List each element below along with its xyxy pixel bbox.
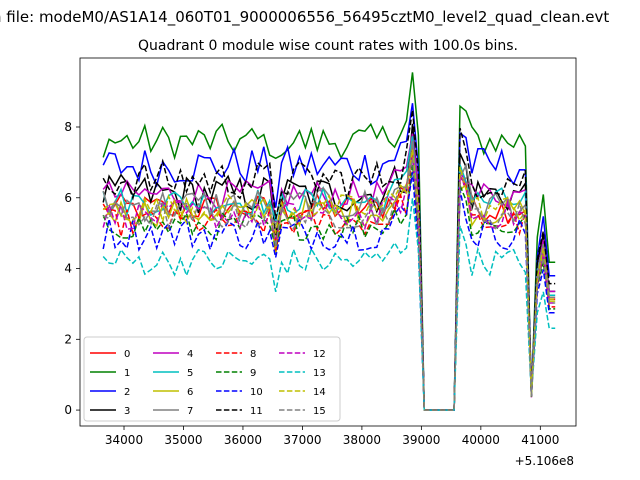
y-tick-label: 4	[64, 262, 72, 276]
x-tick-label: 35000	[164, 433, 202, 447]
series-line-10	[102, 171, 556, 411]
chart-suptitle: n file: modeM0/AS1A14_060T01_9000006556_…	[0, 8, 609, 27]
legend-label-13: 13	[313, 368, 326, 379]
y-tick-label: 0	[64, 403, 72, 417]
legend-label-8: 8	[250, 349, 256, 360]
x-tick-label: 34000	[105, 433, 143, 447]
legend-label-10: 10	[250, 387, 263, 398]
series-line-9	[102, 164, 556, 411]
series-line-6	[102, 155, 556, 411]
legend-label-2: 2	[124, 387, 130, 398]
legend-label-14: 14	[313, 387, 326, 398]
series-line-14	[102, 149, 556, 411]
series-line-5	[102, 136, 556, 411]
x-tick-label: 41000	[521, 433, 559, 447]
series-line-13	[102, 198, 556, 411]
legend-label-9: 9	[250, 368, 256, 379]
legend-label-3: 3	[124, 406, 130, 417]
y-tick-label: 6	[64, 191, 72, 205]
legend-label-7: 7	[187, 406, 193, 417]
y-tick-label: 8	[64, 120, 72, 134]
series-line-12	[102, 156, 556, 411]
x-offset-label: +5.106e8	[515, 454, 574, 468]
series-line-8	[103, 150, 556, 411]
legend-label-6: 6	[187, 387, 193, 398]
x-tick-label: 37000	[283, 433, 321, 447]
x-tick-label: 38000	[343, 433, 381, 447]
plot-frame	[79, 57, 577, 427]
chart-title: Quadrant 0 module wise count rates with …	[138, 38, 518, 54]
x-axis: 34000 35000 36000 37000 38000 39000 40000 41000	[105, 426, 559, 447]
legend-label-1: 1	[124, 368, 130, 379]
x-tick-label: 36000	[224, 433, 262, 447]
x-tick-label: 40000	[462, 433, 500, 447]
series-line-3	[102, 123, 556, 411]
y-axis: 0 2 4 6 8	[64, 120, 80, 417]
legend-box	[83, 336, 341, 422]
legend-label-15: 15	[313, 406, 326, 417]
plot-area	[102, 72, 556, 411]
legend-label-4: 4	[187, 349, 193, 360]
legend-label-11: 11	[250, 406, 263, 417]
series-line-15	[102, 158, 556, 411]
legend-label-0: 0	[124, 349, 130, 360]
series-line-2	[102, 103, 556, 411]
legend-label-5: 5	[187, 368, 193, 379]
series-line-1	[102, 72, 556, 411]
y-tick-label: 2	[64, 332, 72, 346]
legend-label-12: 12	[313, 349, 326, 360]
series-line-11	[102, 109, 556, 411]
x-tick-label: 39000	[402, 433, 440, 447]
